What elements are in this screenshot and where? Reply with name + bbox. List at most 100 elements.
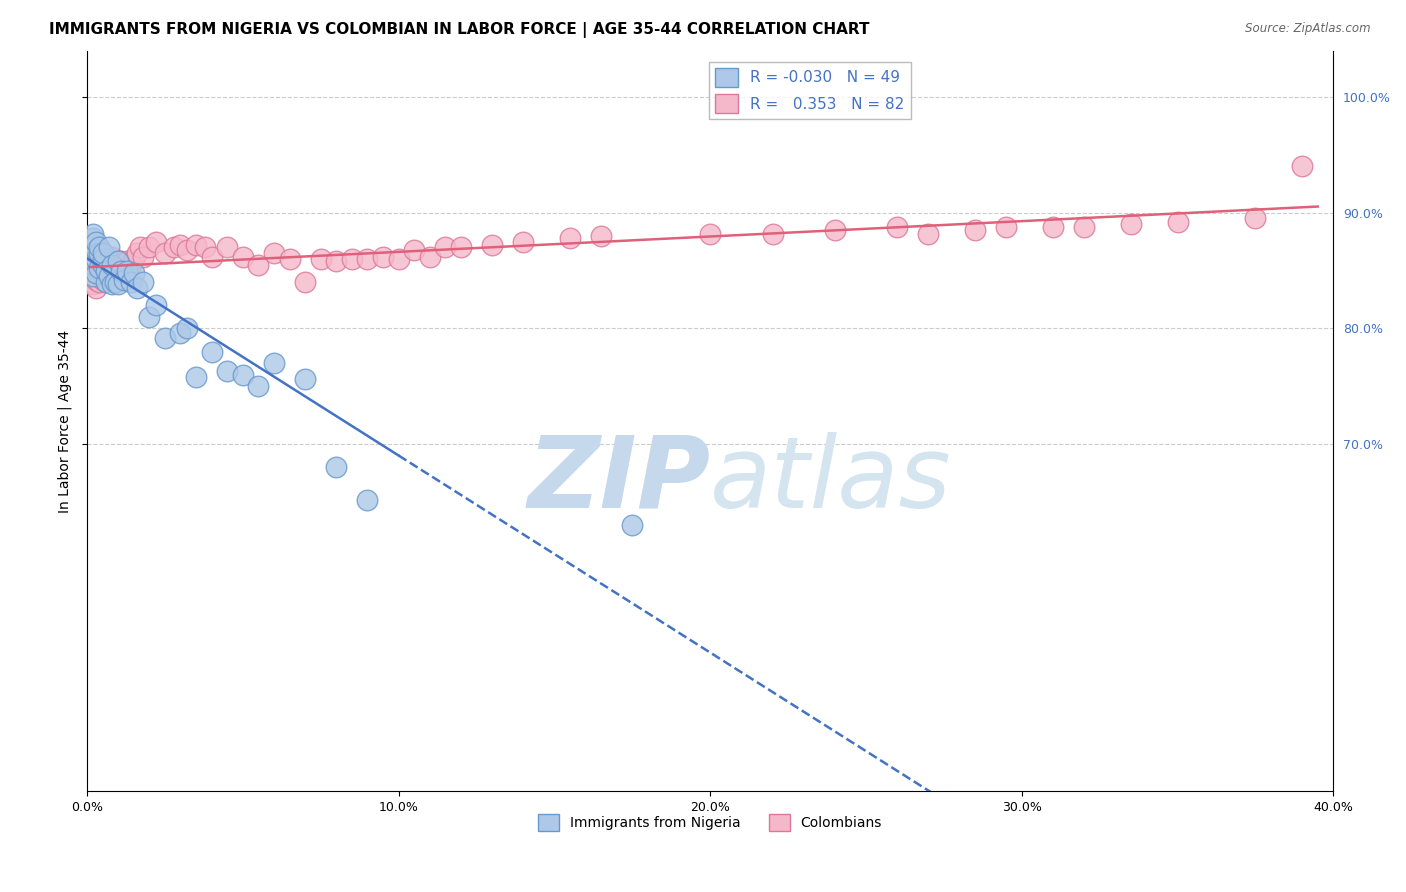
Point bbox=[89, 246, 111, 260]
Point bbox=[294, 275, 316, 289]
Point bbox=[340, 252, 363, 266]
Point bbox=[371, 250, 394, 264]
Point bbox=[512, 235, 534, 249]
Point bbox=[824, 223, 846, 237]
Point bbox=[89, 261, 111, 276]
Point bbox=[1291, 160, 1313, 174]
Point bbox=[82, 269, 104, 284]
Point bbox=[94, 266, 117, 280]
Point bbox=[129, 240, 152, 254]
Point bbox=[194, 240, 217, 254]
Point bbox=[107, 277, 129, 292]
Point bbox=[84, 281, 107, 295]
Point bbox=[169, 238, 191, 252]
Y-axis label: In Labor Force | Age 35-44: In Labor Force | Age 35-44 bbox=[58, 329, 72, 513]
Point bbox=[1167, 215, 1189, 229]
Text: atlas: atlas bbox=[710, 432, 952, 529]
Point bbox=[91, 258, 114, 272]
Point bbox=[699, 227, 721, 241]
Point bbox=[163, 240, 186, 254]
Point bbox=[89, 275, 111, 289]
Point bbox=[89, 266, 111, 280]
Point bbox=[558, 231, 581, 245]
Point bbox=[112, 263, 135, 277]
Point bbox=[84, 252, 107, 266]
Point bbox=[110, 254, 132, 268]
Point bbox=[122, 266, 145, 280]
Point bbox=[79, 261, 101, 276]
Point bbox=[138, 240, 160, 254]
Point bbox=[145, 235, 167, 249]
Point bbox=[104, 263, 127, 277]
Point bbox=[97, 269, 120, 284]
Point bbox=[138, 310, 160, 324]
Point bbox=[91, 273, 114, 287]
Point bbox=[153, 331, 176, 345]
Point bbox=[84, 263, 107, 277]
Point bbox=[84, 243, 107, 257]
Point bbox=[101, 250, 124, 264]
Point bbox=[153, 246, 176, 260]
Point bbox=[82, 240, 104, 254]
Point bbox=[104, 254, 127, 268]
Point bbox=[110, 263, 132, 277]
Point bbox=[145, 298, 167, 312]
Point bbox=[82, 252, 104, 266]
Point bbox=[97, 250, 120, 264]
Point bbox=[117, 254, 139, 268]
Point bbox=[184, 370, 207, 384]
Point bbox=[112, 273, 135, 287]
Point bbox=[107, 254, 129, 268]
Legend: Immigrants from Nigeria, Colombians: Immigrants from Nigeria, Colombians bbox=[533, 808, 887, 836]
Point bbox=[621, 518, 644, 533]
Point bbox=[110, 261, 132, 276]
Point bbox=[263, 246, 285, 260]
Point bbox=[169, 326, 191, 340]
Point bbox=[481, 238, 503, 252]
Point bbox=[995, 219, 1018, 234]
Point bbox=[84, 273, 107, 287]
Point bbox=[132, 275, 155, 289]
Point bbox=[79, 254, 101, 268]
Point bbox=[120, 275, 142, 289]
Point bbox=[294, 372, 316, 386]
Point bbox=[82, 258, 104, 272]
Point bbox=[91, 266, 114, 280]
Point bbox=[97, 258, 120, 272]
Text: Source: ZipAtlas.com: Source: ZipAtlas.com bbox=[1246, 22, 1371, 36]
Point bbox=[217, 240, 239, 254]
Point bbox=[104, 275, 127, 289]
Text: IMMIGRANTS FROM NIGERIA VS COLOMBIAN IN LABOR FORCE | AGE 35-44 CORRELATION CHAR: IMMIGRANTS FROM NIGERIA VS COLOMBIAN IN … bbox=[49, 22, 870, 38]
Point bbox=[82, 258, 104, 272]
Point bbox=[91, 252, 114, 266]
Point bbox=[112, 257, 135, 271]
Point bbox=[434, 240, 457, 254]
Point bbox=[91, 246, 114, 260]
Point bbox=[89, 258, 111, 272]
Point bbox=[122, 252, 145, 266]
Point bbox=[82, 269, 104, 284]
Point bbox=[419, 250, 441, 264]
Point bbox=[1244, 211, 1267, 226]
Point bbox=[217, 364, 239, 378]
Point bbox=[450, 240, 472, 254]
Point bbox=[200, 344, 222, 359]
Point bbox=[79, 275, 101, 289]
Point bbox=[356, 492, 378, 507]
Point bbox=[97, 269, 120, 284]
Point bbox=[200, 250, 222, 264]
Point bbox=[247, 379, 270, 393]
Point bbox=[232, 250, 254, 264]
Point bbox=[1073, 219, 1095, 234]
Point bbox=[1042, 219, 1064, 234]
Point bbox=[278, 252, 301, 266]
Point bbox=[79, 263, 101, 277]
Point bbox=[176, 243, 198, 257]
Point bbox=[761, 227, 783, 241]
Point bbox=[325, 460, 347, 475]
Point bbox=[84, 254, 107, 268]
Point bbox=[84, 235, 107, 249]
Point bbox=[917, 227, 939, 241]
Point bbox=[94, 258, 117, 272]
Point bbox=[97, 240, 120, 254]
